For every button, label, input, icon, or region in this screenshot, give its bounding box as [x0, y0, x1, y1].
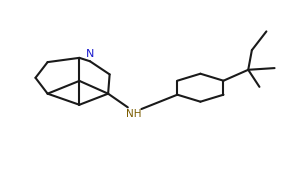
- Text: NH: NH: [126, 109, 142, 119]
- Text: N: N: [86, 49, 94, 59]
